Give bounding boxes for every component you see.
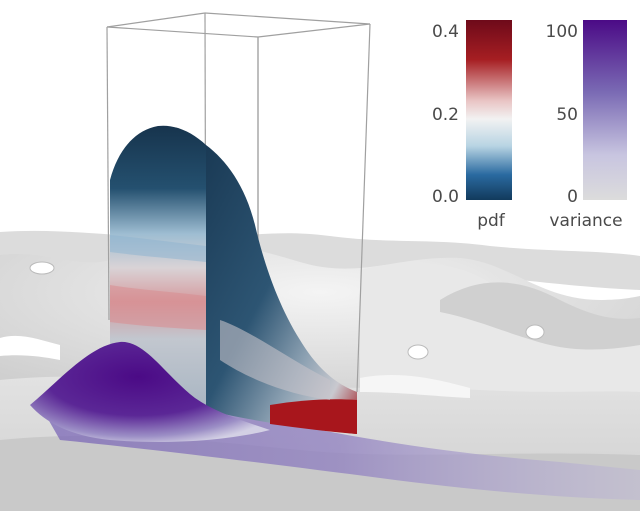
slice-left-face	[110, 125, 206, 411]
variance-colorbar: 100 50 0 variance	[546, 20, 627, 231]
variance-tick-bottom: 0	[567, 187, 578, 207]
terrain-hole	[525, 324, 545, 340]
terrain-hill-shadow	[360, 262, 640, 405]
terrain-hole	[407, 344, 429, 360]
terrain-white-gap	[360, 375, 470, 398]
variance-peak	[30, 341, 270, 442]
variance-colorbar-bar	[583, 20, 627, 200]
pdf-colorbar-label: pdf	[477, 211, 506, 231]
variance-tick-mid: 50	[556, 105, 578, 125]
variance-tick-top: 100	[546, 22, 578, 42]
pdf-tick-top: 0.4	[432, 22, 459, 42]
pdf-tick-bottom: 0.0	[432, 187, 459, 207]
terrain-right-ridge	[440, 282, 640, 350]
variance-colorbar-label: variance	[549, 211, 622, 231]
slice-left-blue-band	[110, 235, 206, 262]
slice-left-red-band	[110, 285, 206, 330]
slice-right-red-base	[270, 399, 357, 434]
pdf-volume-slice	[110, 125, 357, 434]
pdf-colorbar: 0.4 0.2 0.0 pdf	[432, 20, 512, 231]
terrain-hole	[29, 261, 55, 275]
pdf-tick-mid: 0.2	[432, 105, 459, 125]
terrain-white-gap	[0, 335, 60, 360]
pdf-colorbar-bar	[466, 20, 512, 200]
slice-right-light-band	[220, 320, 330, 400]
